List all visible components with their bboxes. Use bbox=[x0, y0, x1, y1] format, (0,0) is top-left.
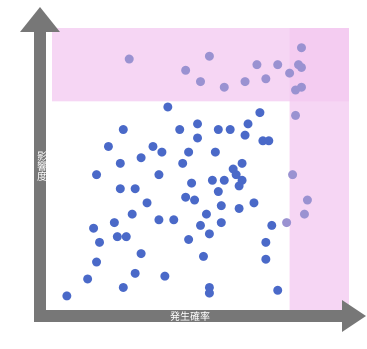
scatter-point-s1-25 bbox=[160, 271, 170, 281]
scatter-point-s2-20 bbox=[296, 43, 306, 53]
scatter-point-s1-16 bbox=[130, 268, 140, 278]
scatter-point-s1-55 bbox=[237, 158, 247, 168]
scatter-point-s1-52 bbox=[231, 170, 241, 180]
scatter-point-s1-48 bbox=[216, 218, 226, 228]
y-axis-arrowhead bbox=[20, 7, 60, 32]
scatter-point-s2-13 bbox=[302, 195, 312, 205]
scatter-point-s1-4 bbox=[95, 237, 105, 247]
scatter-point-s1-43 bbox=[207, 175, 217, 185]
scatter-point-s2-19 bbox=[299, 209, 309, 219]
scatter-point-s1-42 bbox=[204, 229, 214, 239]
scatter-point-s2-12 bbox=[288, 170, 298, 180]
scatter-point-s1-60 bbox=[255, 108, 265, 118]
scatter-point-s1-57 bbox=[240, 130, 250, 140]
scatter-point-s1-8 bbox=[109, 218, 119, 228]
scatter-point-s1-45 bbox=[213, 125, 223, 135]
scatter-point-s2-5 bbox=[219, 82, 229, 92]
scatter-point-s1-10 bbox=[118, 282, 128, 292]
scatter-point-s2-1 bbox=[124, 54, 134, 64]
scatter-point-s1-15 bbox=[127, 209, 137, 219]
scatter-point-s2-8 bbox=[261, 74, 271, 84]
scatter-point-s1-29 bbox=[178, 158, 188, 168]
scatter-point-s1-39 bbox=[201, 209, 211, 219]
scatter-point-s1-24 bbox=[157, 147, 167, 157]
scatter-point-s1-56 bbox=[237, 175, 247, 185]
scatter-point-s1-50 bbox=[225, 125, 235, 135]
scatter-point-s1-18 bbox=[136, 249, 146, 259]
scatter-point-s1-32 bbox=[184, 147, 194, 157]
data-points bbox=[62, 43, 312, 301]
scatter-point-s2-18 bbox=[296, 62, 306, 72]
axes: 影響度 発生確率 bbox=[20, 7, 366, 332]
scatter-point-s2-11 bbox=[291, 110, 301, 120]
scatter-point-s1-47 bbox=[216, 201, 226, 211]
scatter-point-s1-49 bbox=[219, 175, 229, 185]
x-axis-arrowhead bbox=[342, 300, 366, 332]
scatter-point-s2-3 bbox=[196, 77, 205, 87]
scatter-point-s1-6 bbox=[92, 170, 102, 180]
scatter-point-s1-12 bbox=[115, 184, 125, 194]
scatter-point-s1-9 bbox=[112, 232, 122, 242]
scatter-point-s1-22 bbox=[154, 170, 164, 180]
scatter-point-s1-7 bbox=[103, 141, 113, 151]
scatter-point-s1-23 bbox=[154, 215, 164, 225]
scatter-point-s1-14 bbox=[118, 125, 128, 135]
scatter-point-s2-6 bbox=[240, 77, 250, 87]
scatter-point-s2-7 bbox=[252, 60, 262, 70]
scatter-point-s1-31 bbox=[184, 235, 194, 244]
scatter-point-s1-66 bbox=[273, 285, 283, 295]
scatter-point-s1-11 bbox=[121, 232, 131, 242]
scatter-point-s1-3 bbox=[92, 257, 102, 267]
scatter-point-s1-44 bbox=[210, 147, 220, 157]
scatter-point-s1-59 bbox=[249, 198, 259, 208]
x-axis-bar bbox=[34, 310, 344, 322]
scatter-point-s1-5 bbox=[89, 223, 99, 233]
scatter-point-s2-10 bbox=[285, 68, 295, 78]
scatter-point-s1-19 bbox=[136, 153, 146, 163]
scatter-point-s1-54 bbox=[234, 203, 244, 213]
scatter-point-s1-41 bbox=[204, 282, 214, 292]
scatter-point-s1-26 bbox=[163, 102, 173, 112]
scatter-point-s1-37 bbox=[196, 220, 205, 230]
scatter-point-s1-62 bbox=[261, 237, 271, 247]
scatter-point-s2-2 bbox=[181, 65, 191, 75]
scatter-point-s1-17 bbox=[130, 184, 140, 194]
scatter-point-s2-15 bbox=[296, 82, 306, 92]
scatter-point-s1-46 bbox=[213, 187, 223, 197]
scatter-point-s1-30 bbox=[181, 192, 191, 202]
scatter-point-s1-65 bbox=[267, 220, 277, 230]
scatter-point-s1-33 bbox=[187, 178, 197, 188]
scatter-point-s1-20 bbox=[142, 198, 152, 208]
scatter-point-s1-13 bbox=[115, 158, 125, 168]
scatter-point-s1-58 bbox=[243, 119, 253, 129]
scatter-point-s1-2 bbox=[83, 274, 93, 284]
x-axis-label: 発生確率 bbox=[170, 310, 210, 323]
scatter-point-s1-27 bbox=[169, 215, 179, 225]
scatter-point-s1-35 bbox=[193, 119, 203, 129]
scatter-point-s1-1 bbox=[62, 291, 72, 301]
scatter-point-s1-64 bbox=[264, 136, 274, 146]
scatter-point-s1-34 bbox=[190, 195, 200, 205]
scatter-point-s1-36 bbox=[193, 133, 203, 143]
y-axis-bar bbox=[34, 30, 46, 322]
highlight-region-2 bbox=[289, 28, 349, 310]
scatter-point-s1-38 bbox=[198, 251, 208, 261]
scatter-point-s2-4 bbox=[204, 51, 214, 61]
scatter-point-s1-21 bbox=[148, 141, 158, 151]
scatter-point-s2-16 bbox=[282, 218, 292, 228]
scatter-point-s2-9 bbox=[273, 60, 283, 70]
y-axis-label: 影響度 bbox=[35, 151, 47, 182]
scatter-point-s1-28 bbox=[175, 125, 185, 135]
scatter-point-s1-63 bbox=[261, 254, 271, 264]
